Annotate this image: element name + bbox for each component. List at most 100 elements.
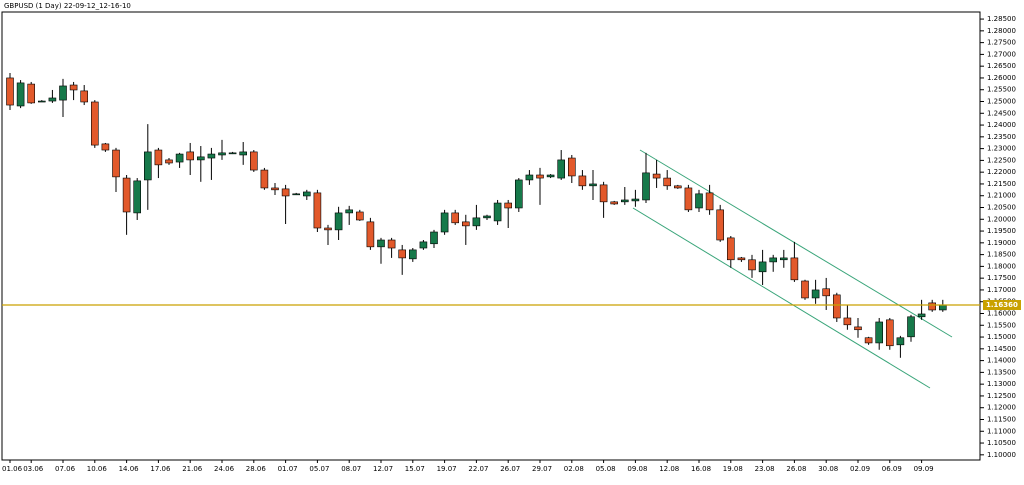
candle-body [811, 289, 820, 299]
candle-body [843, 317, 852, 326]
candle-body [525, 174, 534, 181]
candle-body [260, 169, 269, 189]
candle-body [578, 175, 587, 187]
x-tick-label: 22.07 [468, 465, 488, 473]
candle-body [239, 151, 247, 156]
candle-body [112, 149, 120, 178]
y-tick-label: 1.21500 [987, 180, 1016, 188]
candle-body [91, 101, 99, 146]
candle-body [673, 185, 682, 189]
candle-body [101, 143, 110, 151]
candle-body [366, 221, 375, 248]
y-tick-label: 1.25500 [987, 86, 1016, 94]
y-tick-label: 1.22500 [987, 156, 1016, 164]
candle-body [589, 183, 597, 187]
candle-body [907, 316, 915, 338]
x-tick-label: 08.07 [341, 465, 361, 473]
candle-body [281, 188, 290, 197]
x-tick-label: 17.06 [150, 465, 171, 473]
candle-body [355, 211, 364, 221]
candle-body [514, 179, 523, 209]
y-tick-label: 1.28500 [987, 15, 1016, 23]
x-tick-label: 10.06 [87, 465, 108, 473]
candle-body [48, 97, 57, 102]
candle-body [483, 215, 491, 219]
candle-body [504, 202, 513, 209]
candle-body [398, 249, 407, 259]
candle-body [37, 100, 46, 103]
x-tick-label: 07.06 [55, 465, 76, 473]
x-tick-label: 24.06 [214, 465, 235, 473]
candle-body [642, 172, 650, 201]
y-tick-label: 1.20500 [987, 203, 1016, 211]
y-tick-label: 1.15500 [987, 321, 1016, 329]
candle-body [620, 199, 629, 203]
y-tick-label: 1.12000 [987, 404, 1016, 412]
candle-body [493, 202, 502, 222]
candle-body [854, 326, 862, 331]
candle-body [69, 84, 78, 91]
plot-frame [1, 11, 981, 461]
channel-upper [639, 149, 953, 338]
y-tick-label: 1.19500 [987, 227, 1016, 235]
candle-body [197, 156, 205, 161]
candle-body [324, 227, 332, 231]
candle-body [387, 239, 396, 249]
x-tick-label: 26.08 [786, 465, 806, 473]
candle-body [80, 90, 88, 103]
candle-body [567, 157, 576, 177]
candle-body [737, 257, 746, 261]
x-tick-label: 12.07 [373, 465, 393, 473]
y-tick-label: 1.13500 [987, 368, 1016, 376]
candle-body [631, 198, 640, 202]
y-tick-label: 1.17000 [987, 286, 1016, 294]
y-tick-label: 1.21000 [987, 192, 1016, 200]
y-tick-label: 1.25000 [987, 98, 1016, 106]
candle-body [228, 152, 237, 155]
candle-body [218, 152, 226, 156]
x-tick-label: 05.08 [596, 465, 616, 473]
candle-body [536, 174, 544, 179]
x-tick-label: 06.09 [882, 465, 902, 473]
y-tick-label: 1.17500 [987, 274, 1016, 282]
x-tick-label: 14.06 [119, 465, 140, 473]
x-tick-label: 03.06 [23, 465, 44, 473]
candle-body [302, 191, 311, 197]
candle-body [726, 237, 735, 261]
x-tick-label: 16.08 [691, 465, 711, 473]
candle-body [122, 177, 131, 213]
x-tick-label: 29.07 [532, 465, 552, 473]
y-tick-label: 1.18000 [987, 262, 1016, 270]
y-tick-label: 1.14000 [987, 357, 1016, 365]
y-tick-label: 1.14500 [987, 345, 1016, 353]
candle-body [313, 192, 322, 229]
candle-body [790, 257, 799, 281]
candle-body [917, 313, 926, 318]
candle-body [769, 257, 778, 263]
x-tick-label: 01.07 [278, 465, 298, 473]
y-tick-label: 1.24000 [987, 121, 1016, 129]
candle-body [271, 187, 279, 191]
candle-body [875, 321, 884, 344]
candle-body [472, 217, 481, 227]
candle-body [652, 173, 661, 179]
y-tick-label: 1.23500 [987, 133, 1016, 141]
y-tick-label: 1.10000 [987, 451, 1016, 459]
y-tick-label: 1.19000 [987, 239, 1016, 247]
candle-body [292, 193, 301, 196]
x-tick-label: 28.06 [246, 465, 267, 473]
x-tick-label: 15.07 [405, 465, 425, 473]
candle-body [430, 231, 438, 245]
candle-body [801, 280, 809, 299]
candle-body [896, 337, 905, 346]
candle-body [419, 241, 428, 249]
y-tick-label: 1.28000 [987, 27, 1016, 35]
candle-body [864, 337, 873, 344]
candle-body [546, 174, 555, 178]
x-tick-label: 21.06 [182, 465, 203, 473]
candle-body [16, 82, 25, 107]
candle-body [165, 159, 173, 164]
candle-body [440, 212, 449, 233]
candle-body [663, 177, 672, 187]
candle-body [133, 180, 141, 214]
